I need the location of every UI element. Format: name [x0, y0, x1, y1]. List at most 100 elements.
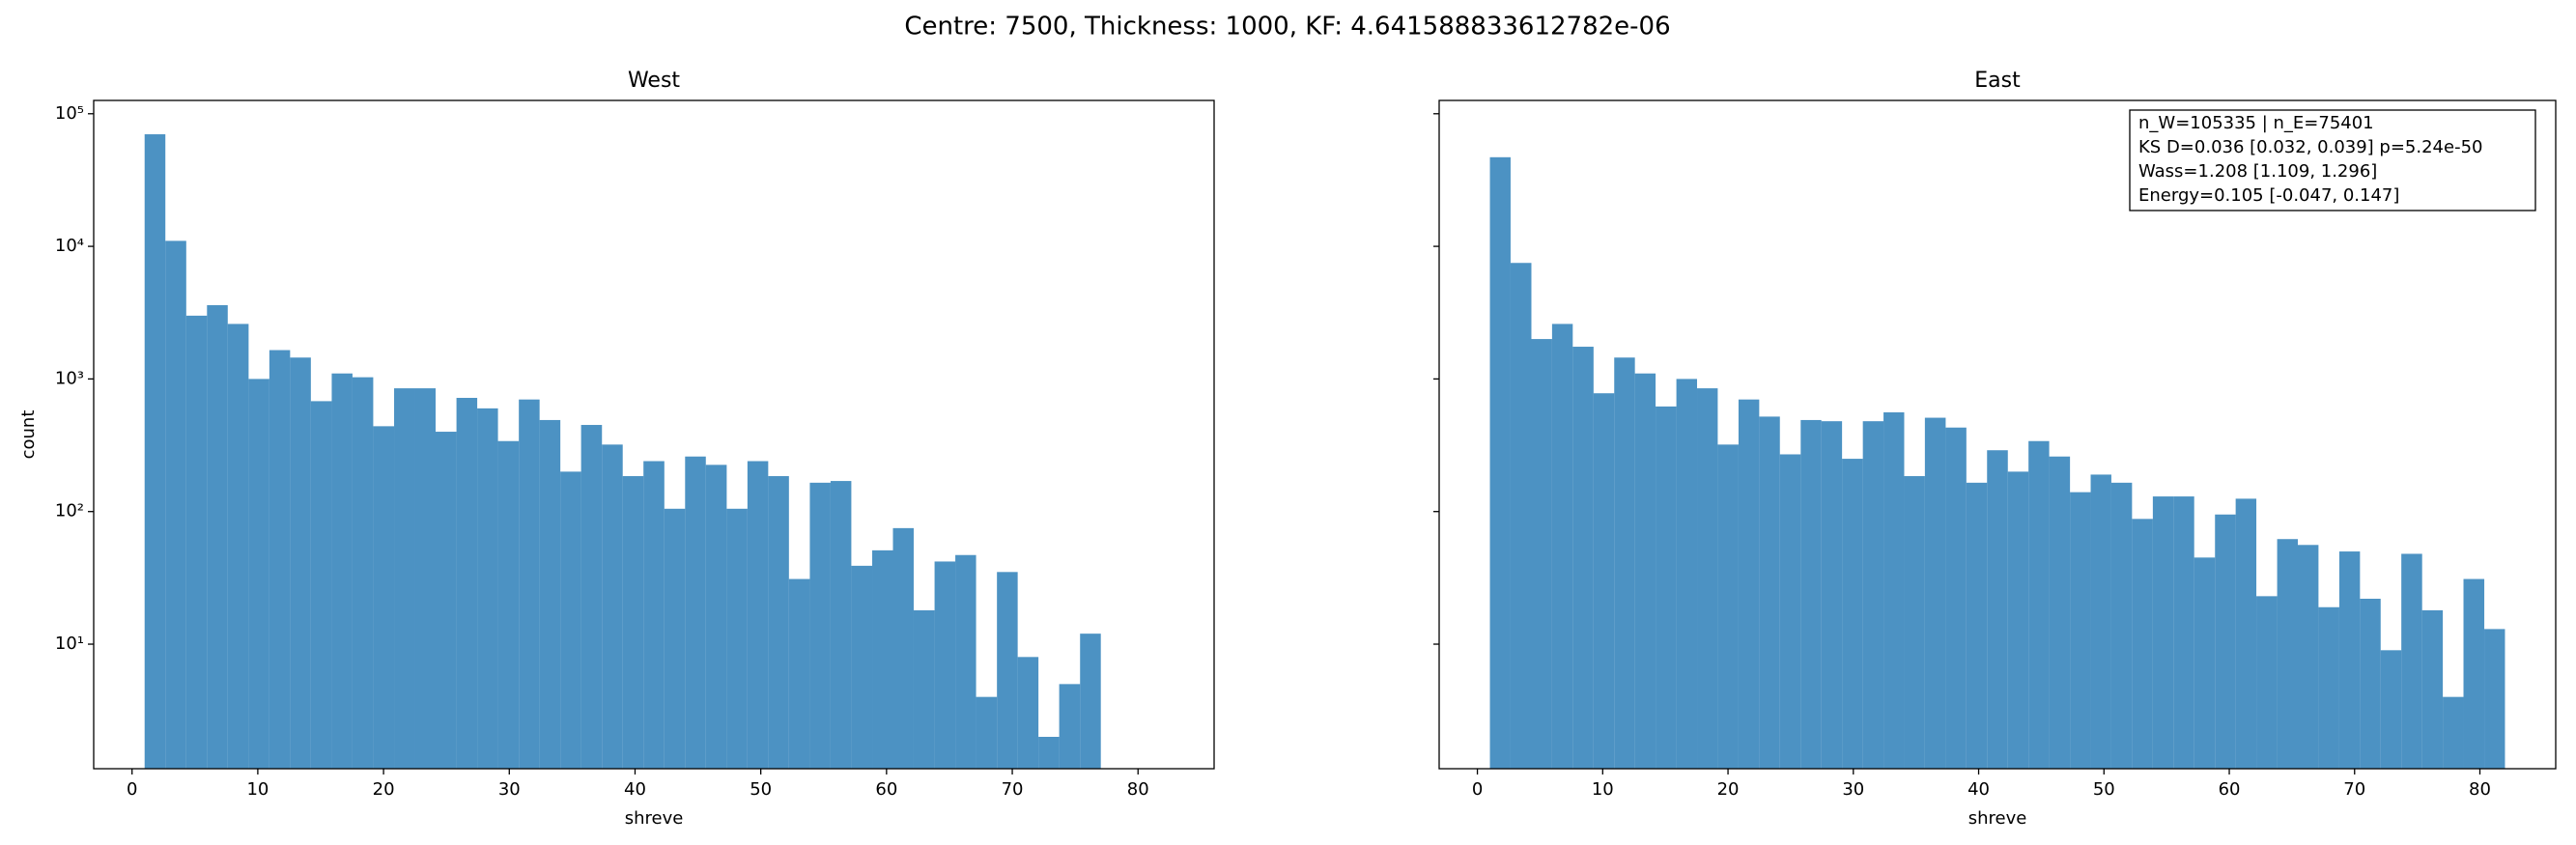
y-tick-label: 10⁴ [55, 236, 84, 256]
bar [664, 508, 686, 769]
bar [1489, 156, 1511, 769]
bar [830, 481, 852, 769]
y-tick-label: 10⁵ [55, 103, 84, 124]
bar [726, 508, 748, 769]
bar [2215, 514, 2236, 769]
bar [435, 432, 457, 769]
bar [1738, 399, 1760, 769]
bar [1656, 406, 1677, 769]
bar [2360, 599, 2381, 769]
bar [394, 388, 415, 769]
bar [331, 373, 353, 769]
bar [1038, 736, 1060, 769]
bar [2007, 471, 2029, 769]
x-tick-label: 70 [2343, 779, 2365, 800]
bar [997, 572, 1018, 769]
x-tick-label: 30 [498, 779, 521, 800]
bar [2194, 557, 2216, 769]
bar [227, 324, 249, 769]
bar [519, 399, 540, 769]
x-axis-label: shreve [625, 808, 684, 829]
bar [207, 305, 228, 769]
bar [560, 471, 581, 769]
x-tick-label: 60 [875, 779, 897, 800]
bar [2070, 492, 2091, 769]
bar [2256, 596, 2278, 769]
bar [1017, 657, 1039, 769]
x-tick-label: 0 [1472, 779, 1483, 800]
bar [2484, 629, 2505, 769]
bar [622, 476, 644, 769]
bar [1924, 417, 1946, 769]
bar [685, 456, 706, 769]
axes-title: East [1974, 69, 2021, 93]
x-tick-label: 40 [1967, 779, 1990, 800]
bar [456, 397, 478, 769]
bar [414, 388, 436, 769]
annotation-box [2129, 109, 2536, 211]
y-axis-label: count [18, 410, 39, 460]
axes-title: West [628, 69, 680, 93]
bar [955, 554, 977, 769]
bar [185, 315, 208, 769]
x-axis-label: shreve [1968, 808, 2027, 829]
bar [1779, 454, 1801, 769]
bar [290, 357, 311, 769]
bar [1080, 634, 1101, 769]
bar [539, 419, 561, 769]
bar [934, 561, 956, 769]
bar [352, 377, 374, 769]
bar [2132, 519, 2153, 769]
bar [269, 350, 291, 769]
x-tick-label: 50 [750, 779, 772, 800]
bar [2277, 539, 2298, 769]
bar [2297, 545, 2319, 769]
bar [872, 549, 893, 769]
bar [1059, 684, 1081, 769]
bar [1614, 357, 1635, 769]
bar [602, 444, 623, 769]
bar [747, 461, 769, 769]
bar [1862, 421, 1884, 769]
bar [2421, 609, 2444, 769]
bar [851, 565, 873, 769]
x-tick-label: 60 [2219, 779, 2241, 800]
bar [1551, 324, 1573, 769]
bar [1966, 482, 1988, 769]
y-tick-label: 10¹ [55, 634, 84, 654]
bar [1676, 379, 1698, 769]
bar [913, 609, 935, 769]
x-tick-label: 50 [2093, 779, 2115, 800]
bar [1697, 388, 1718, 769]
x-tick-label: 20 [373, 779, 395, 800]
axes-frame [1438, 99, 2557, 770]
axes-frame [93, 99, 1215, 770]
x-tick-label: 80 [1127, 779, 1149, 800]
annotation-line: KS D=0.036 [0.032, 0.039] p=5.24e-50 [2138, 137, 2482, 157]
bar [2235, 498, 2257, 769]
x-tick-label: 80 [2469, 779, 2491, 800]
bar [1717, 444, 1739, 769]
y-tick-label: 10³ [55, 368, 84, 388]
bar [165, 240, 186, 769]
bar [892, 527, 914, 769]
annotation-line: Wass=1.208 [1.109, 1.296] [2138, 161, 2377, 182]
annotation-line: n_W=105335 | n_E=75401 [2138, 113, 2374, 133]
bar [1593, 393, 1615, 769]
x-tick-label: 30 [1842, 779, 1864, 800]
bar [1510, 263, 1532, 770]
x-tick-label: 10 [1592, 779, 1614, 800]
bar [2049, 456, 2071, 769]
bar [2090, 474, 2111, 769]
bar [580, 425, 603, 769]
bar [2173, 496, 2194, 769]
bar [477, 408, 498, 769]
bar [705, 465, 727, 769]
bar [2152, 496, 2174, 769]
bar [497, 440, 520, 769]
x-tick-label: 10 [246, 779, 269, 800]
bar [2380, 650, 2402, 769]
bar [768, 476, 789, 769]
bar [643, 461, 665, 769]
